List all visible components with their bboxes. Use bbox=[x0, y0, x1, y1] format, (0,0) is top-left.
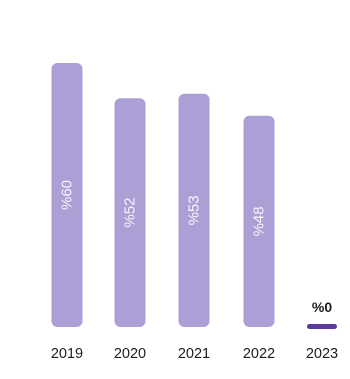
bars-group bbox=[51, 63, 337, 329]
x-tick-label-2019: 2019 bbox=[51, 346, 83, 362]
bar-value-label-2023: %0 bbox=[312, 299, 332, 315]
bar-2023 bbox=[307, 324, 337, 329]
x-axis-ticks: 2019 2020 2021 2022 2023 bbox=[51, 346, 338, 362]
bar-value-label-2022: %48 bbox=[251, 206, 268, 236]
bar-2020 bbox=[114, 98, 146, 327]
bar-2021 bbox=[178, 93, 210, 327]
x-tick-label-2020: 2020 bbox=[114, 346, 146, 362]
bar-2019 bbox=[51, 63, 83, 327]
x-tick-label-2021: 2021 bbox=[178, 346, 210, 362]
bar-value-label-2020: %52 bbox=[122, 198, 139, 228]
bar-value-label-2021: %53 bbox=[186, 195, 203, 225]
x-tick-label-2022: 2022 bbox=[243, 346, 275, 362]
bar-value-label-2019: %60 bbox=[59, 180, 76, 210]
bar-labels-group: %60 %52 %53 %48 %0 bbox=[59, 180, 333, 315]
x-tick-label-2023: 2023 bbox=[306, 346, 338, 362]
bar-2022 bbox=[243, 115, 275, 327]
